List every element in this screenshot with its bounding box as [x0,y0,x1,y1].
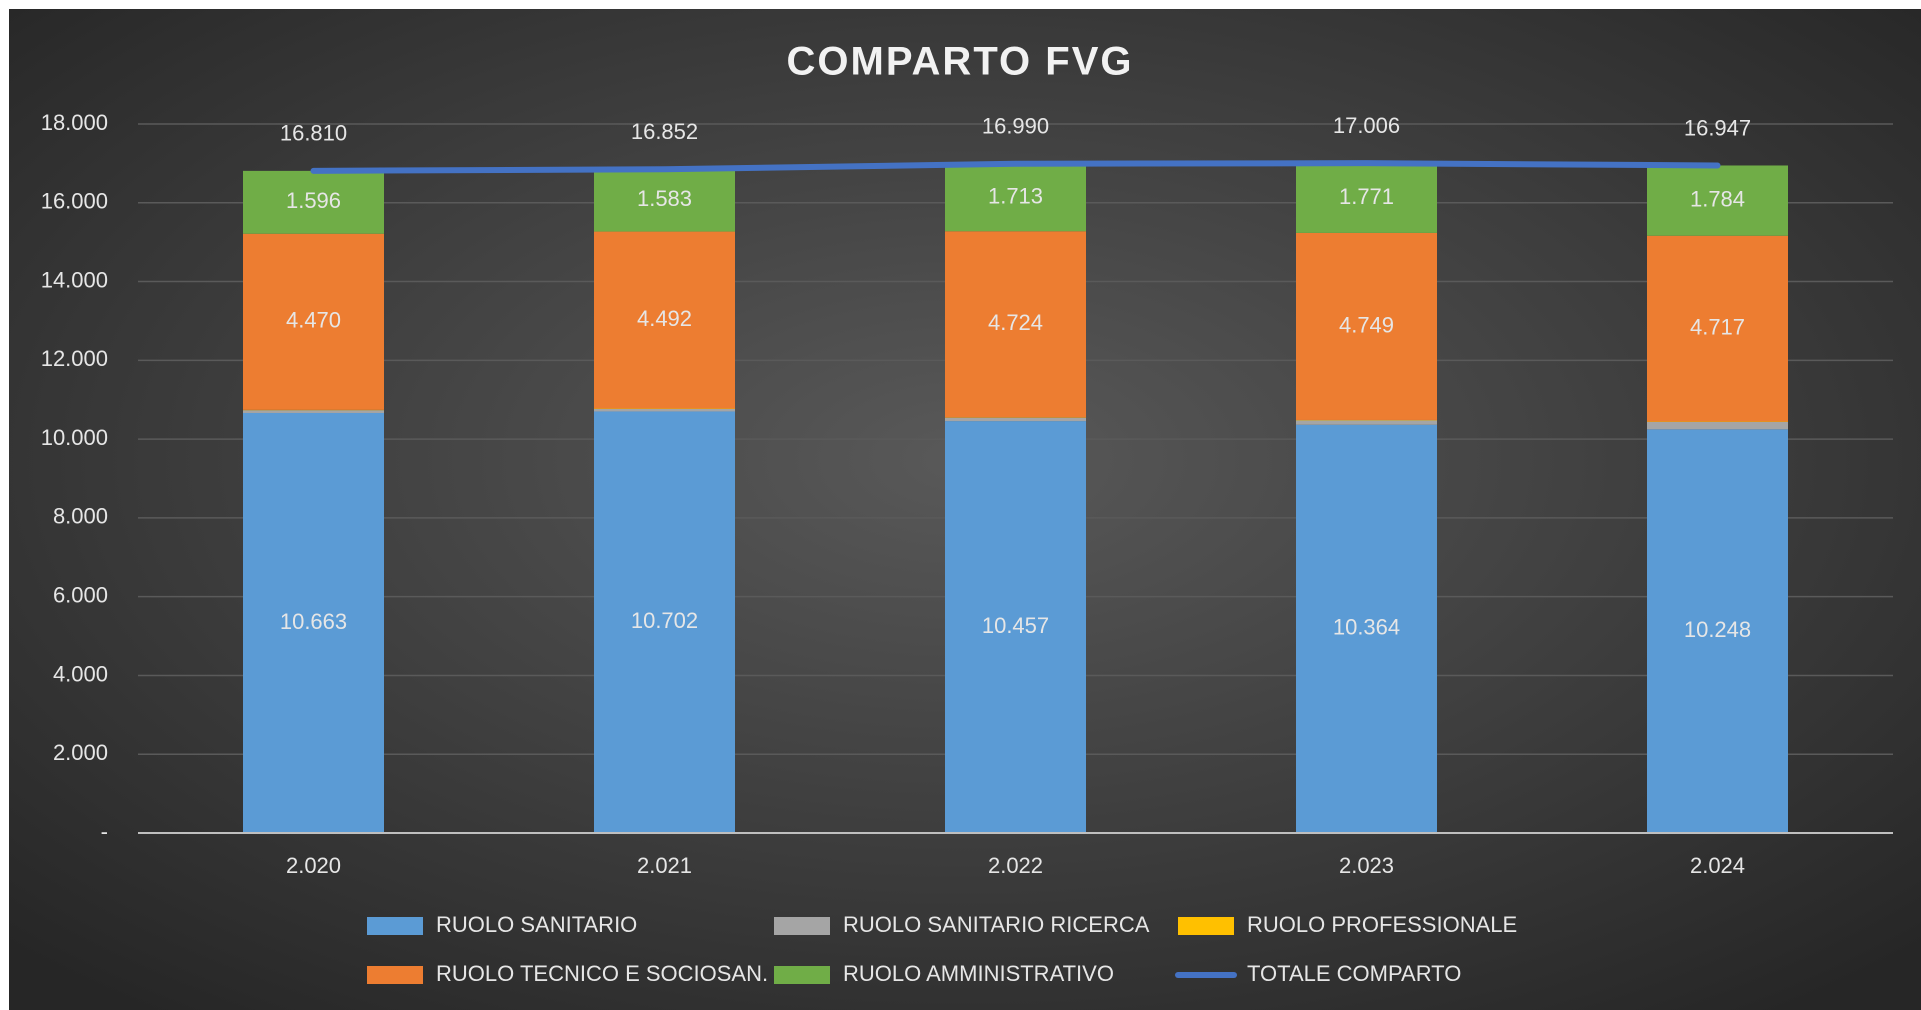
bar-segment [945,421,1086,833]
data-label: 1.596 [286,188,341,213]
data-label: 1.771 [1339,184,1394,209]
bar-segment [945,163,1086,232]
bar-segment [1296,420,1437,425]
data-label: 10.457 [982,613,1049,638]
y-tick-label: 18.000 [41,110,108,135]
data-label: 10.702 [631,608,698,633]
data-label: 10.663 [280,609,347,634]
bar-segment [1647,235,1788,422]
legend-swatch [774,917,830,935]
chart-title: COMPARTO FVG [787,40,1134,84]
bar-segment [243,412,384,833]
y-tick-label: 10.000 [41,425,108,450]
data-label: 1.713 [988,183,1043,208]
bar-segment [243,410,384,413]
line [310,160,1721,174]
legend-swatch [367,917,423,935]
data-label: 4.492 [637,306,692,331]
bar-segment [1296,163,1437,233]
y-tick-label: 12.000 [41,346,108,371]
bar-segment [594,408,735,412]
data-label: 16.947 [1684,115,1751,140]
bar-segment [594,169,735,232]
y-tick-label: 16.000 [41,189,108,214]
legend-label: RUOLO SANITARIO [436,912,637,937]
data-label: 17.006 [1333,113,1400,138]
bar-segment [594,231,735,409]
data-label: 16.990 [982,114,1049,139]
y-tick-label: 14.000 [41,267,108,292]
bar-segment [1647,421,1788,430]
data-label: 1.583 [637,186,692,211]
data-label: 4.724 [988,310,1043,335]
bar-segment [243,170,384,234]
y-tick-label: 6.000 [53,582,108,607]
x-tick-label: 2.022 [988,853,1043,878]
bar-segment [945,417,1086,422]
bar-segment [243,233,384,410]
data-label: 16.810 [280,121,347,146]
data-label: 4.470 [286,308,341,333]
data-label: 1.784 [1690,186,1745,211]
legend-swatch [1178,917,1234,935]
bar-segment [945,231,1086,418]
legend-swatch [774,966,830,984]
bar-segment [1647,165,1788,236]
x-tick-label: 2.023 [1339,853,1394,878]
data-label: 16.852 [631,119,698,144]
legend-label: RUOLO AMMINISTRATIVO [843,961,1114,986]
data-label: 4.717 [1690,314,1745,339]
bar-segment [594,411,735,833]
legend-label: RUOLO TECNICO E SOCIOSAN. [436,961,768,986]
legend-label: RUOLO SANITARIO RICERCA [843,912,1150,937]
data-label: 10.364 [1333,615,1400,640]
y-tick-label: 2.000 [53,740,108,765]
data-label: 4.749 [1339,312,1394,337]
x-tick-label: 2.021 [637,853,692,878]
bar-segment [1647,429,1788,833]
data-label: 10.248 [1684,617,1751,642]
y-tick-label: - [101,819,108,844]
x-tick-label: 2.020 [286,853,341,878]
bar-segment [1296,424,1437,833]
legend-label: RUOLO PROFESSIONALE [1247,912,1517,937]
bar-segment [1296,232,1437,420]
y-tick-label: 4.000 [53,661,108,686]
y-tick-label: 8.000 [53,504,108,529]
legend-label: TOTALE COMPARTO [1247,961,1461,986]
x-tick-label: 2.024 [1690,853,1745,878]
legend-swatch [367,966,423,984]
